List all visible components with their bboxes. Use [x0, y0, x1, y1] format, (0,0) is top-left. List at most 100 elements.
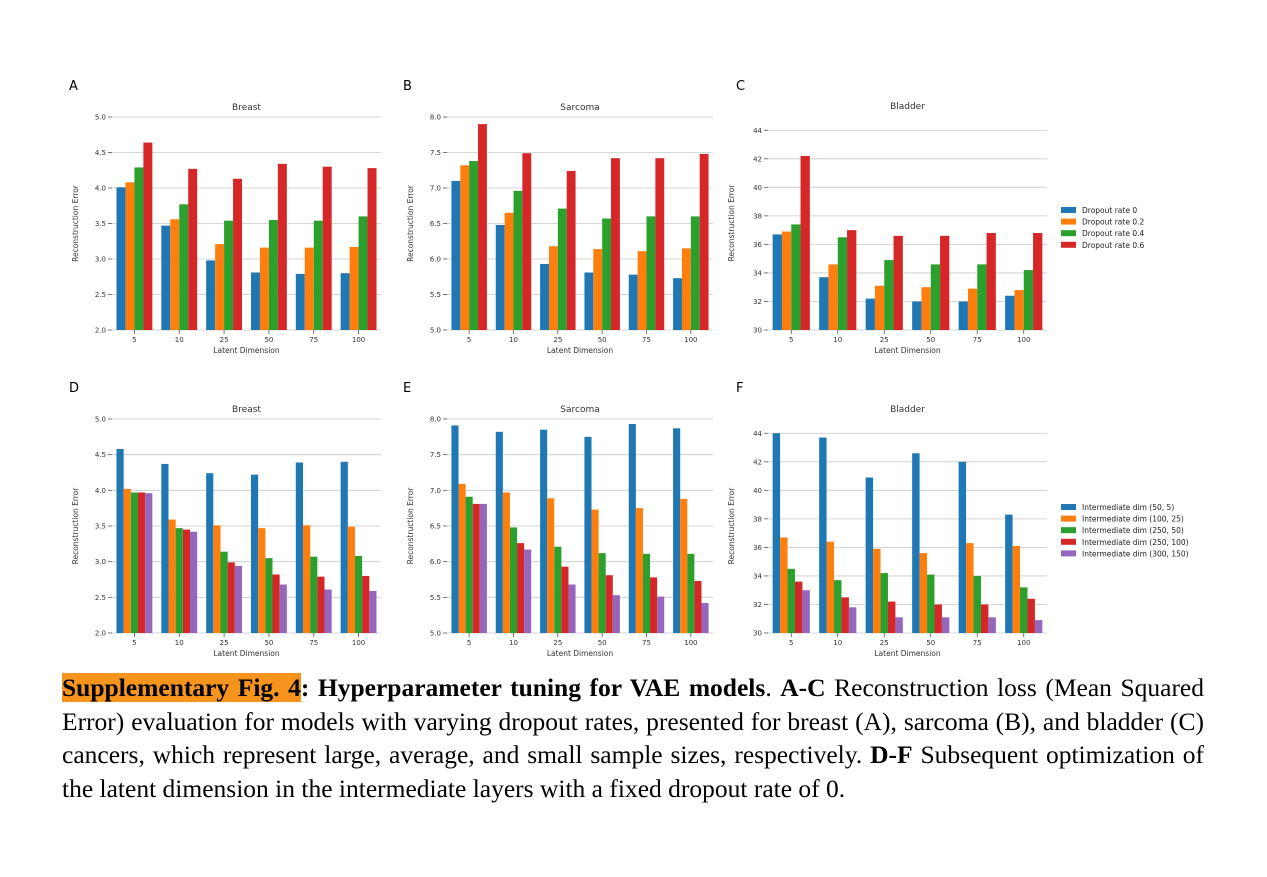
y-tick-label: 4.5 [95, 451, 106, 459]
bar [919, 553, 928, 633]
bar [819, 437, 827, 633]
bar [116, 448, 124, 633]
bar [584, 272, 594, 330]
bar [699, 153, 709, 330]
bar [893, 235, 903, 330]
bar [143, 142, 153, 330]
bar [161, 463, 169, 633]
bar [295, 273, 305, 330]
bar [313, 220, 323, 330]
bar [865, 298, 875, 330]
x-tick-label: 5 [467, 639, 471, 647]
x-tick-label: 50 [926, 639, 935, 647]
legend-label: Intermediate dim (50, 5) [1082, 503, 1174, 512]
bar [302, 525, 311, 633]
bar [958, 301, 968, 330]
x-axis-label: Latent Dimension [213, 346, 280, 355]
figure: A Breast 2.0 2.5 3.0 3.5 4.0 4.5 5.0 5 10 25 50 75 100… [69, 79, 1189, 658]
y-tick-label: 5.5 [430, 291, 441, 299]
bar [540, 263, 549, 330]
bar [966, 543, 974, 633]
panel-letter: C [736, 79, 745, 94]
bar [611, 158, 620, 330]
y-tick-label: 5.0 [95, 416, 106, 424]
bar [628, 274, 638, 330]
x-tick-label: 75 [642, 336, 651, 344]
bar [1023, 270, 1034, 330]
bar [517, 543, 525, 633]
bar [478, 124, 487, 330]
x-tick-label: 100 [1017, 336, 1030, 344]
x-tick-label: 5 [132, 639, 136, 647]
panel-e: E Sarcoma 5.0 5.5 6.0 6.5 7.0 7.5 8.0 5 10 25 50 75 10… [403, 381, 713, 658]
bar [547, 498, 555, 633]
bar [145, 493, 153, 633]
bar [509, 527, 518, 633]
x-tick-label: 25 [220, 336, 229, 344]
bar [1034, 620, 1043, 633]
bar [602, 218, 612, 330]
x-tick-label: 10 [509, 639, 518, 647]
bar [340, 461, 348, 633]
bar [787, 568, 795, 633]
bar [980, 604, 989, 633]
bar [687, 553, 695, 633]
y-axis-label: Reconstruction Error [727, 184, 736, 262]
legend-label: Intermediate dim (300, 150) [1082, 549, 1189, 558]
bar [593, 249, 603, 330]
y-tick-label: 6.0 [430, 558, 441, 566]
y-tick-label: 4.5 [95, 149, 106, 157]
bar [880, 573, 888, 633]
bar [921, 287, 931, 330]
x-tick-label: 25 [880, 336, 889, 344]
bar [224, 220, 234, 330]
bar [802, 590, 810, 633]
bar [504, 212, 514, 330]
bar [848, 607, 857, 633]
y-tick-label: 3.5 [95, 523, 106, 531]
bar [522, 153, 532, 330]
bar [358, 216, 368, 330]
x-tick-label: 50 [926, 336, 935, 344]
y-tick-label: 3.0 [95, 256, 106, 264]
y-axis-label: Reconstruction Error [406, 487, 415, 565]
bar [967, 288, 978, 330]
y-tick-label: 7.5 [430, 451, 441, 459]
y-tick-label: 36 [753, 544, 762, 552]
bar [973, 575, 981, 633]
bar [591, 509, 599, 633]
bar [1005, 295, 1015, 330]
bar [884, 260, 894, 330]
y-tick-label: 3.5 [95, 220, 106, 228]
y-tick-label: 40 [753, 487, 762, 495]
bar [927, 574, 935, 633]
plot-title: Breast [232, 103, 261, 113]
legend-swatch [1061, 527, 1076, 534]
bar [781, 231, 792, 330]
y-tick-label: 42 [753, 458, 762, 466]
bar [123, 488, 131, 633]
bar [612, 595, 620, 633]
bar [472, 503, 480, 633]
bar [367, 168, 377, 330]
y-tick-label: 5.0 [430, 327, 441, 335]
bar [227, 562, 235, 633]
legend-swatch [1061, 515, 1076, 522]
bar [234, 565, 243, 633]
bar [673, 428, 681, 633]
bar [458, 483, 466, 633]
bar [265, 558, 273, 633]
panel-d: D Breast 2.0 2.5 3.0 3.5 4.0 4.5 5.0 5 10 25 50 75 100… [69, 381, 381, 658]
panel-letter: E [403, 381, 411, 396]
x-tick-label: 100 [1017, 639, 1030, 647]
bar [642, 553, 651, 633]
x-axis-label: Latent Dimension [874, 346, 941, 355]
y-tick-label: 42 [753, 155, 762, 163]
y-tick-label: 40 [753, 184, 762, 192]
bar [524, 549, 532, 633]
x-tick-label: 5 [789, 639, 793, 647]
y-tick-label: 44 [753, 430, 762, 438]
caption-df-label: D-F [870, 740, 913, 770]
bar [605, 575, 613, 633]
bar [912, 301, 922, 330]
